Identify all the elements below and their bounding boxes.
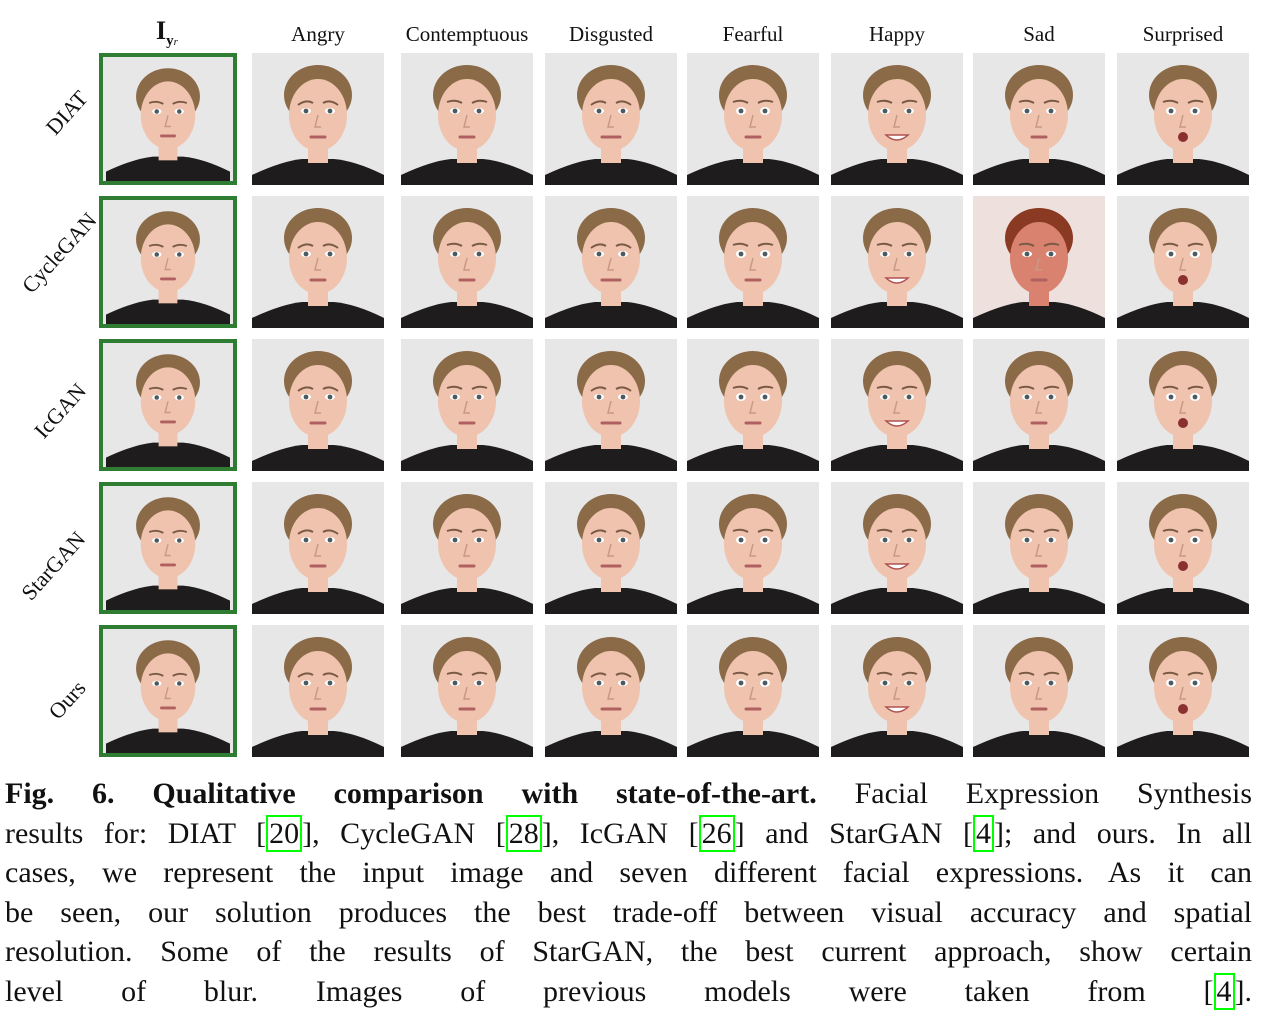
result-image-icgan-happy xyxy=(831,339,963,471)
result-image-stargan-happy xyxy=(831,482,963,614)
caption-title: Fig. 6. Qualitative comparison with stat… xyxy=(5,777,817,810)
result-image-stargan-angry xyxy=(252,482,384,614)
caption-line: resolution. Some of the results of StarG… xyxy=(5,932,1252,972)
row-label-ours: Ours xyxy=(43,675,91,724)
citation-link[interactable]: 28 xyxy=(505,814,542,852)
column-header-contemptuous: Contemptuous xyxy=(405,22,529,46)
input-image-ours xyxy=(99,625,237,757)
result-image-stargan-contemptuous xyxy=(401,482,533,614)
result-image-ours-contemptuous xyxy=(401,625,533,757)
caption-text: resolution. Some of the results of StarG… xyxy=(5,935,1252,969)
citation-link[interactable]: 4 xyxy=(972,814,994,852)
caption-text: ], CycleGAN [ xyxy=(302,816,506,850)
row-label-diat: DIAT xyxy=(40,85,93,140)
result-image-cyclegan-disgusted xyxy=(545,196,677,328)
result-image-ours-happy xyxy=(831,625,963,757)
input-image-diat xyxy=(99,53,237,185)
citation-link[interactable]: 4 xyxy=(1213,972,1235,1010)
caption-text: cases, we represent the input image and … xyxy=(5,856,1252,890)
caption-text: Facial Expression Synthesis xyxy=(816,777,1252,810)
result-image-cyclegan-contemptuous xyxy=(401,196,533,328)
result-image-diat-angry xyxy=(252,53,384,185)
result-image-diat-disgusted xyxy=(545,53,677,185)
caption-line: results for: DIAT [20], CycleGAN [28], I… xyxy=(5,814,1252,854)
result-image-diat-fearful xyxy=(687,53,819,185)
citation-link[interactable]: 26 xyxy=(698,814,735,852)
result-image-icgan-sad xyxy=(973,339,1105,471)
column-header-fearful: Fearful xyxy=(722,22,784,46)
result-image-icgan-contemptuous xyxy=(401,339,533,471)
column-header-sad: Sad xyxy=(1023,22,1055,46)
input-image-icgan xyxy=(99,339,237,471)
caption-line: cases, we represent the input image and … xyxy=(5,853,1252,893)
result-image-ours-disgusted xyxy=(545,625,677,757)
result-image-ours-sad xyxy=(973,625,1105,757)
result-image-stargan-fearful xyxy=(687,482,819,614)
result-image-stargan-surprised xyxy=(1117,482,1249,614)
column-header-input: Iyr xyxy=(97,16,237,50)
result-image-diat-sad xyxy=(973,53,1105,185)
caption-text: ] and StarGAN [ xyxy=(734,816,973,850)
caption-text: ], IcGAN [ xyxy=(541,816,699,850)
result-image-ours-surprised xyxy=(1117,625,1249,757)
caption-line: be seen, our solution produces the best … xyxy=(5,893,1252,933)
column-header-surprised: Surprised xyxy=(1142,22,1224,46)
row-label-stargan: StarGAN xyxy=(16,526,91,605)
row-label-cyclegan: CycleGAN xyxy=(16,207,102,298)
result-image-cyclegan-happy xyxy=(831,196,963,328)
result-image-cyclegan-fearful xyxy=(687,196,819,328)
caption-text: be seen, our solution produces the best … xyxy=(5,895,1252,929)
result-image-stargan-disgusted xyxy=(545,482,677,614)
column-header-disgusted: Disgusted xyxy=(569,22,653,46)
caption-text: ]; and ours. In all xyxy=(993,816,1253,850)
result-image-diat-contemptuous xyxy=(401,53,533,185)
caption-line: Fig. 6. Qualitative comparison with stat… xyxy=(5,774,1252,814)
result-image-icgan-angry xyxy=(252,339,384,471)
caption-text: level of blur. Images of previous models… xyxy=(5,974,1214,1008)
caption-line: level of blur. Images of previous models… xyxy=(5,972,1252,1012)
result-image-icgan-surprised xyxy=(1117,339,1249,471)
column-header-angry: Angry xyxy=(291,22,345,46)
result-image-cyclegan-surprised xyxy=(1117,196,1249,328)
column-header-happy: Happy xyxy=(869,22,925,46)
citation-link[interactable]: 20 xyxy=(266,814,303,852)
result-image-stargan-sad xyxy=(973,482,1105,614)
caption-text: results for: DIAT [ xyxy=(5,816,267,850)
caption-text: ]. xyxy=(1234,974,1253,1008)
result-image-icgan-disgusted xyxy=(545,339,677,471)
input-image-stargan xyxy=(99,482,237,614)
input-label-subsub: r xyxy=(173,36,178,49)
figure-caption: Fig. 6. Qualitative comparison with stat… xyxy=(5,774,1252,1012)
input-image-cyclegan xyxy=(99,196,237,328)
input-label-main: I xyxy=(156,16,167,45)
result-image-cyclegan-angry xyxy=(252,196,384,328)
row-label-icgan: IcGAN xyxy=(29,378,91,444)
result-image-icgan-fearful xyxy=(687,339,819,471)
input-label-sub: y xyxy=(166,33,174,50)
result-image-cyclegan-sad xyxy=(973,196,1105,328)
result-image-diat-surprised xyxy=(1117,53,1249,185)
result-image-ours-angry xyxy=(252,625,384,757)
result-image-ours-fearful xyxy=(687,625,819,757)
result-image-diat-happy xyxy=(831,53,963,185)
